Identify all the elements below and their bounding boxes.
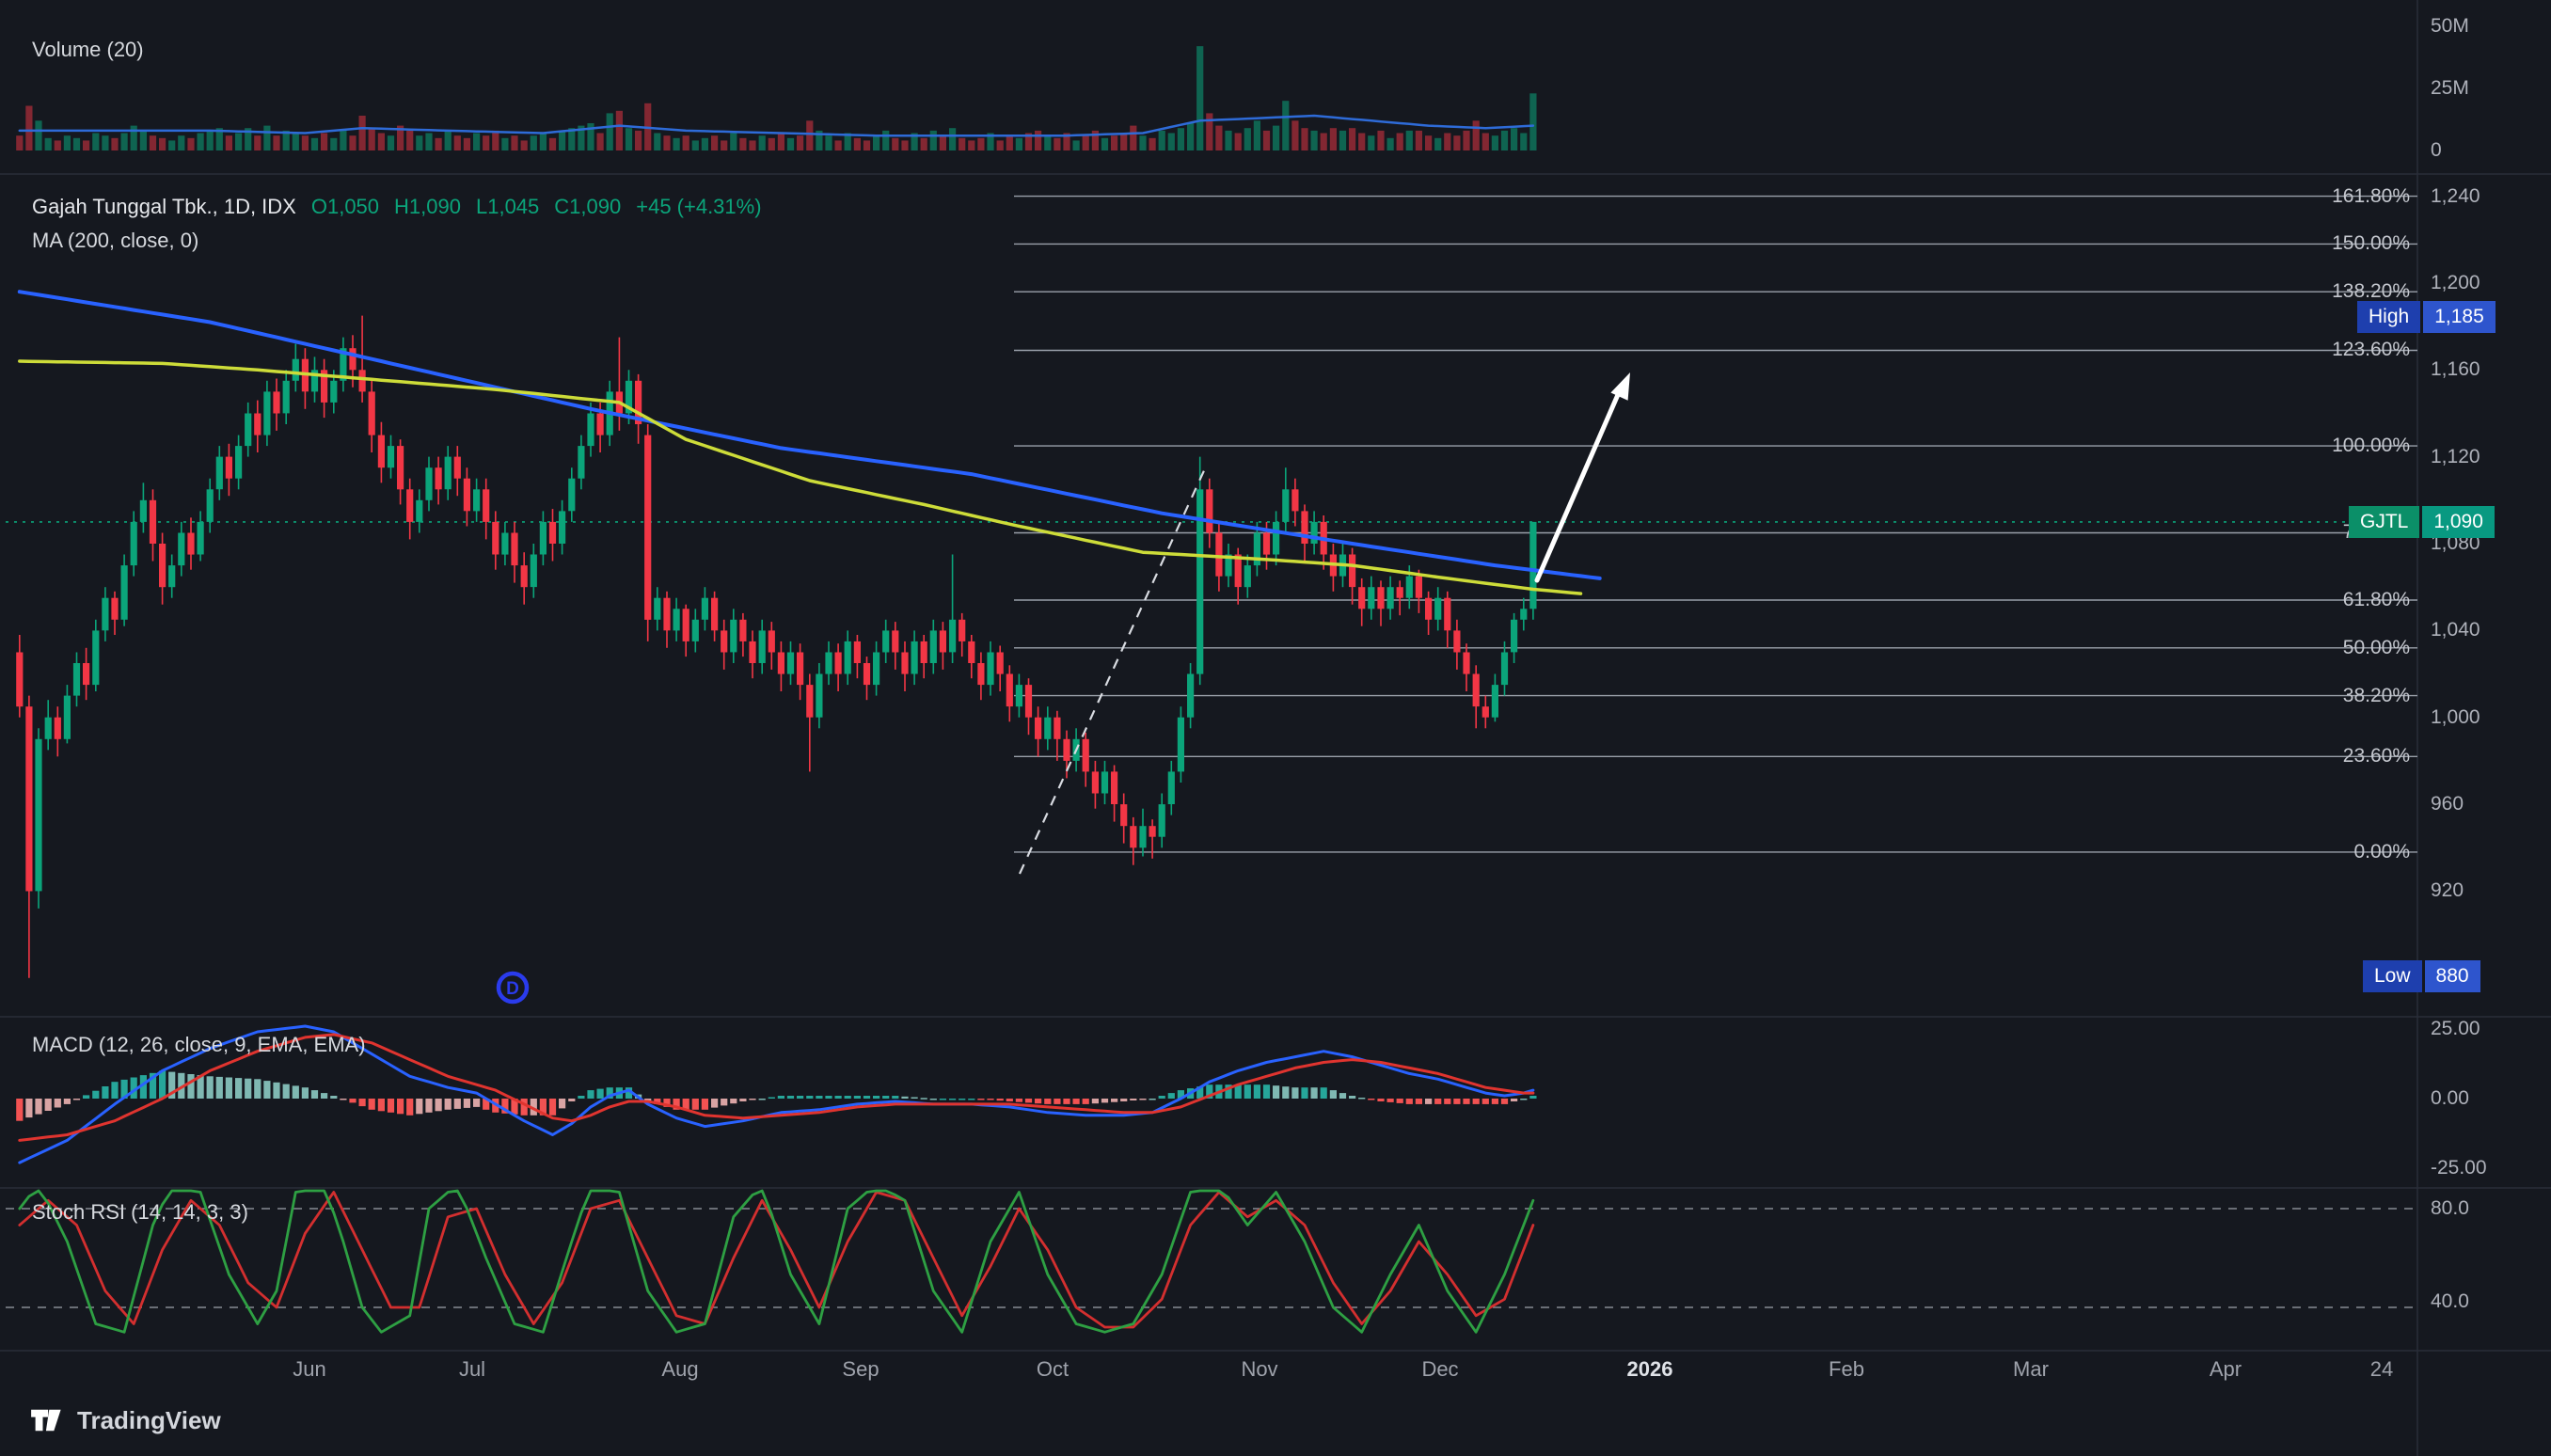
- symbol-legend[interactable]: Gajah Tunggal Tbk., 1D, IDX O1,050 H1,09…: [32, 195, 762, 219]
- svg-text:D: D: [506, 979, 519, 999]
- blue-d-marker[interactable]: D: [496, 971, 530, 1005]
- macd-legend[interactable]: MACD (12, 26, close, 9, EMA, EMA): [32, 1033, 366, 1057]
- low-price-badge: Low 880: [2363, 960, 2480, 992]
- high-badge-label: High: [2357, 301, 2421, 333]
- low-badge-label: Low: [2363, 960, 2422, 992]
- high-badge-value: 1,185: [2423, 301, 2496, 333]
- high-price-badge: High 1,185: [2357, 301, 2496, 333]
- stoch-legend[interactable]: Stoch RSI (14, 14, 3, 3): [32, 1200, 248, 1225]
- tradingview-logo-text: TradingView: [77, 1405, 221, 1434]
- stoch-k-line: [18, 1189, 1535, 1334]
- volume-legend[interactable]: Volume (20): [32, 38, 144, 62]
- candles: [16, 315, 1537, 978]
- macd-legend-label: MACD (12, 26, close, 9, EMA, EMA): [32, 1033, 366, 1056]
- symbol-badge-label: GJTL: [2349, 506, 2420, 538]
- ma-legend[interactable]: MA (200, close, 0): [32, 229, 198, 253]
- tradingview-logo-icon: [31, 1409, 61, 1432]
- tradingview-logo[interactable]: TradingView: [28, 1403, 221, 1437]
- low-badge-value: 880: [2424, 960, 2480, 992]
- volume-legend-label: Volume (20): [32, 38, 144, 61]
- ohlc-change: +45 (+4.31%): [636, 195, 762, 218]
- symbol-badge-value: 1,090: [2422, 506, 2495, 538]
- ma-legend-label: MA (200, close, 0): [32, 229, 199, 252]
- symbol-title: Gajah Tunggal Tbk., 1D, IDX: [32, 195, 296, 218]
- fib-retracement-lines[interactable]: [1014, 195, 2417, 853]
- volume-ma-line: [18, 114, 1535, 137]
- trendline-drawing[interactable]: [1018, 466, 1208, 875]
- macd-line: [18, 1024, 1535, 1164]
- arrow-drawing[interactable]: [1534, 372, 1630, 583]
- ohlc-close: C1,090: [554, 195, 622, 218]
- current-price-badge: GJTL 1,090: [2349, 506, 2495, 538]
- stoch-legend-label: Stoch RSI (14, 14, 3, 3): [32, 1200, 248, 1224]
- ohlc-low: L1,045: [475, 195, 540, 218]
- macd-signal-line: [18, 1033, 1535, 1142]
- ma-200-line: [17, 290, 1602, 580]
- ma-fast-line: [18, 359, 1583, 595]
- volume-bars: [16, 46, 1537, 150]
- ohlc-open: O1,050: [310, 195, 380, 218]
- ohlc-high: H1,090: [394, 195, 461, 218]
